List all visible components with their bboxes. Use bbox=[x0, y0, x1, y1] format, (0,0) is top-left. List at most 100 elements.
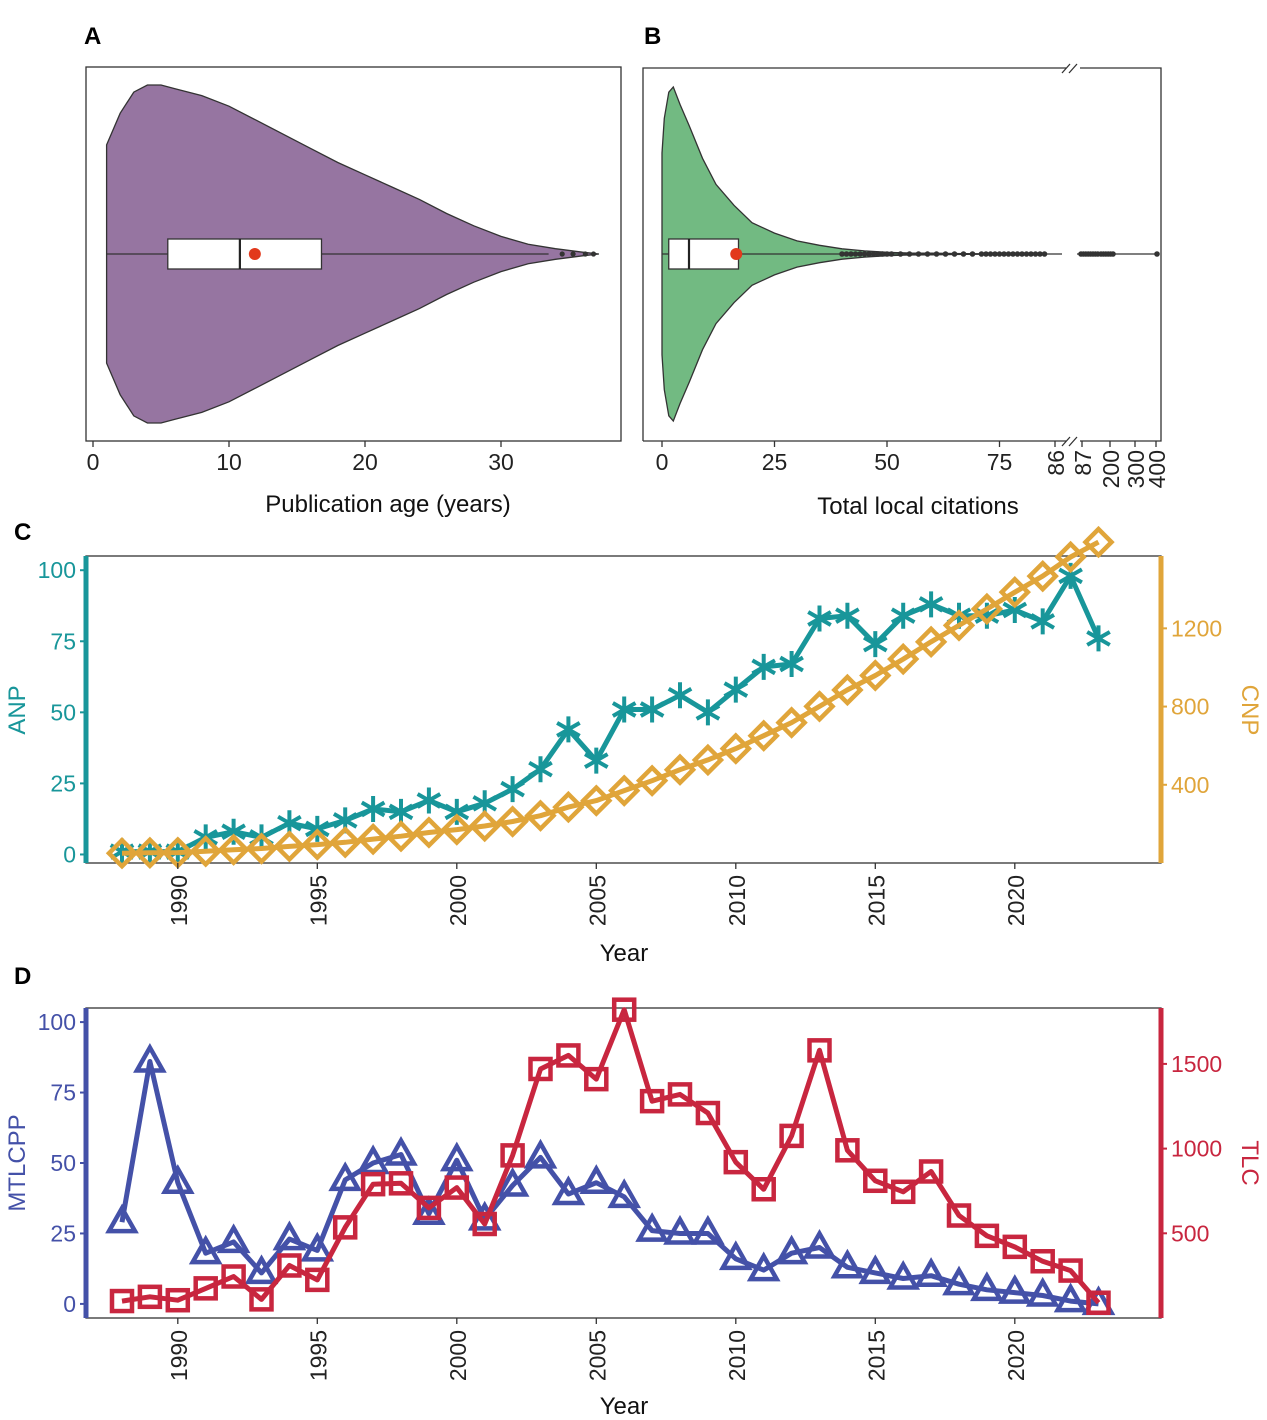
diamond-marker bbox=[356, 822, 390, 856]
box-iqr bbox=[167, 238, 323, 270]
outlier-point bbox=[996, 251, 1003, 257]
y-axis-label-tlc: TLC bbox=[1236, 1140, 1263, 1185]
square-marker bbox=[723, 1149, 749, 1175]
triangle-marker bbox=[328, 1161, 363, 1192]
diamond-marker bbox=[552, 790, 585, 824]
diamond-marker bbox=[301, 828, 334, 861]
outlier-point bbox=[951, 251, 958, 257]
y-tick-label-left: 100 bbox=[38, 1009, 76, 1035]
diamond-marker bbox=[1082, 525, 1115, 559]
triangle-marker bbox=[886, 1259, 921, 1290]
diamond-marker bbox=[468, 809, 501, 843]
triangle-marker bbox=[830, 1248, 865, 1279]
outlier-point bbox=[875, 251, 881, 257]
x-tick-label: 2000 bbox=[445, 1330, 471, 1381]
asterisk-marker bbox=[695, 699, 721, 726]
square-marker bbox=[1030, 1249, 1055, 1274]
square-marker bbox=[109, 1288, 135, 1314]
x-tick-label: 2010 bbox=[724, 875, 750, 926]
outlier-point bbox=[992, 251, 998, 257]
asterisk-marker bbox=[779, 651, 804, 678]
outlier-point bbox=[987, 251, 994, 257]
x-tick-label: 1990 bbox=[166, 1330, 192, 1381]
panel-label-c: C bbox=[14, 519, 31, 546]
asterisk-marker bbox=[444, 798, 470, 825]
asterisk-marker bbox=[360, 795, 386, 822]
asterisk-marker bbox=[835, 602, 860, 629]
diamond-marker bbox=[580, 784, 613, 817]
panel-a-violin-plot: 0 10 20 30 Publication age (years) bbox=[85, 66, 622, 518]
asterisk-marker bbox=[918, 591, 944, 618]
axis-break-bottom bbox=[1061, 436, 1078, 447]
series-cnp bbox=[105, 525, 1115, 870]
diamond-marker bbox=[747, 719, 780, 752]
outlier-point bbox=[852, 251, 859, 257]
x-tick-label: 2005 bbox=[584, 875, 610, 926]
y-tick-label-left: 50 bbox=[50, 1150, 76, 1176]
diamond-marker bbox=[663, 753, 697, 786]
square-marker bbox=[221, 1264, 246, 1289]
square-marker bbox=[1058, 1258, 1083, 1283]
outlier-point bbox=[590, 251, 597, 257]
asterisk-marker bbox=[528, 756, 553, 783]
triangle-marker bbox=[607, 1178, 642, 1209]
outlier-point bbox=[924, 251, 931, 257]
square-marker bbox=[472, 1211, 497, 1237]
x-tick-label: 20 bbox=[352, 449, 378, 475]
diamond-marker bbox=[329, 826, 362, 859]
x-axis-label-b: Total local citations bbox=[817, 493, 1018, 520]
series-mtlcpp bbox=[105, 1042, 1116, 1316]
diamond-marker bbox=[803, 690, 836, 723]
series-d bbox=[105, 997, 1116, 1316]
diamond-marker bbox=[635, 764, 669, 797]
x-tick-label: 2020 bbox=[1003, 1330, 1029, 1381]
x-tick-label: 2010 bbox=[724, 1330, 750, 1381]
square-marker bbox=[444, 1175, 470, 1200]
asterisk-marker bbox=[221, 818, 246, 845]
axis-break-top bbox=[1061, 63, 1078, 74]
outlier-point bbox=[933, 251, 940, 257]
diamond-marker bbox=[496, 805, 529, 838]
asterisk-marker bbox=[556, 716, 581, 743]
square-marker bbox=[779, 1123, 804, 1149]
outlier-point bbox=[843, 251, 850, 257]
asterisk-marker bbox=[416, 787, 442, 814]
panel-d-line-chart: 0 25 50 75 100 500 1000 1500 1990 1995 2000 2005 201… bbox=[4, 997, 1263, 1420]
triangle-marker bbox=[774, 1234, 809, 1265]
asterisk-marker bbox=[639, 696, 665, 723]
panel-label-a: A bbox=[84, 23, 101, 50]
diamond-marker bbox=[1054, 540, 1087, 574]
y-tick-label-left: 25 bbox=[50, 1220, 76, 1246]
x-tick-label: 10 bbox=[216, 449, 242, 475]
series-c bbox=[105, 525, 1115, 870]
triangle-marker bbox=[914, 1257, 948, 1287]
diamond-marker bbox=[412, 816, 446, 849]
square-marker bbox=[695, 1100, 721, 1126]
triangle-marker bbox=[272, 1220, 307, 1251]
triangle-marker bbox=[495, 1166, 530, 1197]
diamond-marker bbox=[608, 774, 641, 807]
outlier-point bbox=[1154, 251, 1160, 257]
x-tick-label: 0 bbox=[656, 449, 669, 475]
diamond-marker bbox=[1026, 559, 1059, 593]
triangle-marker bbox=[691, 1214, 725, 1245]
mean-point bbox=[248, 248, 261, 260]
panel-label-d: D bbox=[14, 963, 31, 990]
square-marker bbox=[751, 1177, 776, 1202]
y-tick-label-right: 800 bbox=[1171, 694, 1209, 720]
triangle-marker bbox=[718, 1240, 753, 1271]
y-tick-label-right: 1200 bbox=[1171, 615, 1222, 641]
outlier-point bbox=[857, 251, 863, 257]
outlier-point bbox=[969, 251, 976, 257]
x-tick-label: 200 bbox=[1098, 450, 1124, 488]
outlier-point bbox=[879, 251, 886, 257]
triangle-marker bbox=[300, 1231, 335, 1262]
diamond-marker bbox=[719, 732, 752, 765]
y-tick-label-right: 1500 bbox=[1171, 1051, 1222, 1077]
triangle-marker bbox=[802, 1228, 837, 1259]
asterisk-marker bbox=[667, 682, 693, 709]
square-marker bbox=[807, 1038, 832, 1063]
triangle-marker bbox=[663, 1214, 697, 1245]
